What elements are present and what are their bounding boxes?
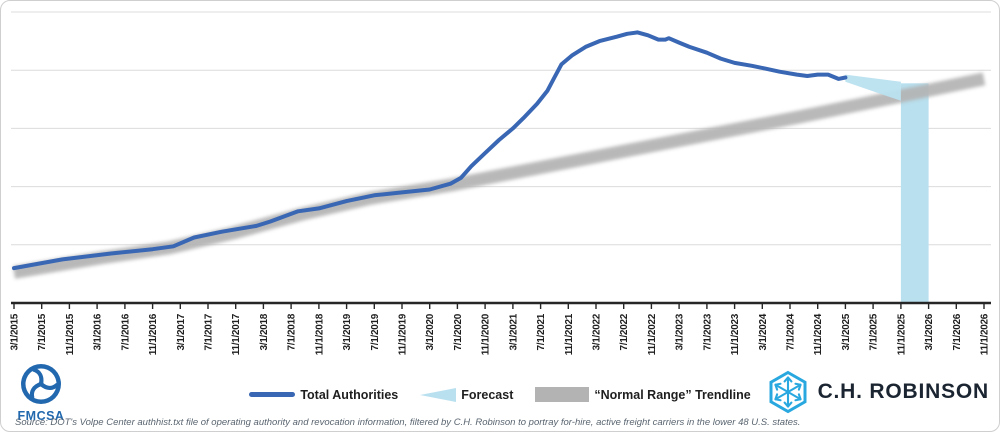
svg-text:7/1/2023: 7/1/2023 (702, 313, 713, 350)
svg-text:3/1/2022: 3/1/2022 (592, 313, 603, 350)
svg-text:7/1/2018: 7/1/2018 (287, 313, 298, 350)
svg-text:11/1/2023: 11/1/2023 (730, 313, 741, 355)
line-swatch-icon (249, 392, 296, 397)
svg-text:7/1/2022: 7/1/2022 (619, 313, 630, 350)
svg-text:3/1/2015: 3/1/2015 (10, 313, 21, 350)
legend-label: Total Authorities (300, 387, 399, 402)
svg-text:7/1/2024: 7/1/2024 (786, 313, 797, 350)
svg-text:3/1/2016: 3/1/2016 (93, 313, 104, 350)
svg-text:7/1/2015: 7/1/2015 (37, 313, 48, 350)
svg-text:11/1/2026: 11/1/2026 (980, 313, 991, 355)
svg-text:11/1/2020: 11/1/2020 (481, 313, 492, 355)
legend-label: “Normal Range” Trendline (594, 387, 751, 402)
band-swatch-icon (535, 387, 590, 402)
svg-text:7/1/2017: 7/1/2017 (204, 313, 215, 350)
svg-text:7/1/2026: 7/1/2026 (952, 313, 963, 350)
svg-text:3/1/2018: 3/1/2018 (259, 313, 270, 350)
dot-triskelion-icon (21, 364, 61, 404)
chart-legend: Total Authorities Forecast “Normal Range… (1, 387, 999, 402)
svg-text:3/1/2025: 3/1/2025 (841, 313, 852, 350)
svg-text:11/1/2022: 11/1/2022 (647, 313, 658, 355)
legend-item-normal-range: “Normal Range” Trendline (535, 387, 751, 402)
svg-text:11/1/2018: 11/1/2018 (314, 313, 325, 355)
chr-brand-text: C.H. ROBINSON (817, 380, 989, 403)
chr-logo: C.H. ROBINSON (766, 370, 989, 414)
svg-text:11/1/2021: 11/1/2021 (564, 313, 575, 355)
fmcsa-logo: FMCSA (15, 363, 67, 423)
svg-text:11/1/2015: 11/1/2015 (65, 313, 76, 355)
svg-text:11/1/2019: 11/1/2019 (398, 313, 409, 355)
chr-hexagon-icon (769, 370, 807, 414)
svg-text:7/1/2021: 7/1/2021 (536, 313, 547, 350)
svg-text:11/1/2017: 11/1/2017 (231, 313, 242, 355)
svg-text:3/1/2017: 3/1/2017 (176, 313, 187, 350)
svg-text:7/1/2019: 7/1/2019 (370, 313, 381, 350)
svg-text:3/1/2026: 3/1/2026 (924, 313, 935, 350)
fmcsa-label: FMCSA (17, 409, 65, 423)
svg-text:11/1/2024: 11/1/2024 (813, 313, 824, 355)
svg-text:11/1/2025: 11/1/2025 (896, 313, 907, 355)
svg-text:7/1/2025: 7/1/2025 (869, 313, 880, 350)
svg-text:7/1/2020: 7/1/2020 (453, 313, 464, 350)
svg-text:3/1/2021: 3/1/2021 (508, 313, 519, 350)
legend-item-total-authorities: Total Authorities (249, 388, 398, 402)
legend-item-forecast: Forecast (420, 387, 514, 402)
svg-text:3/1/2023: 3/1/2023 (675, 313, 686, 350)
wedge-swatch-icon (420, 387, 457, 402)
svg-text:7/1/2016: 7/1/2016 (120, 313, 131, 350)
source-text: Source: DOT's Volpe Center authhist.txt … (15, 417, 801, 428)
svg-text:3/1/2019: 3/1/2019 (342, 313, 353, 350)
svg-text:3/1/2024: 3/1/2024 (758, 313, 769, 350)
legend-label: Forecast (461, 387, 514, 402)
svg-text:3/1/2020: 3/1/2020 (425, 313, 436, 350)
authorities-chart: 3/1/2015 7/1/2015 11/1/2015 3/1/2016 7/1/201… (1, 1, 999, 379)
svg-text:11/1/2016: 11/1/2016 (148, 313, 159, 355)
